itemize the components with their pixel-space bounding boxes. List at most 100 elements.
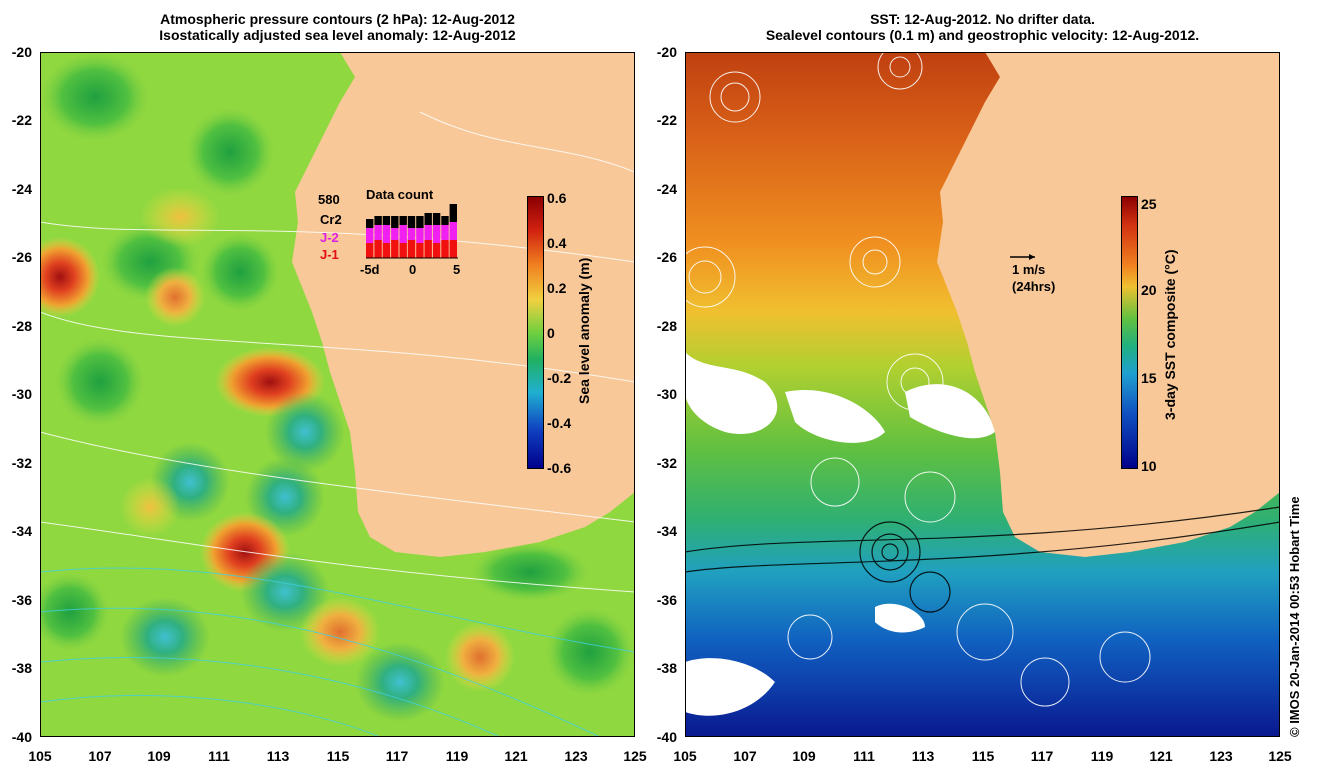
- left-colorbar-label: Sea level anomaly (m): [576, 257, 592, 404]
- left-ytick: -26: [11, 249, 32, 265]
- right-map: [685, 52, 1280, 737]
- left-title-line1: Atmospheric pressure contours (2 hPa): 1…: [160, 11, 515, 27]
- left-title-line2: Isostatically adjusted sea level anomaly…: [159, 27, 516, 43]
- left-ytick: -38: [11, 660, 32, 676]
- left-map: [40, 52, 635, 737]
- left-ytick: -20: [11, 44, 32, 60]
- inset-bar-j1: [416, 243, 424, 258]
- inset-count: 580: [318, 192, 340, 207]
- left-xtick: 121: [504, 748, 528, 764]
- left-cb-tick-0: 0.6: [547, 190, 567, 206]
- right-xtick: 115: [971, 748, 995, 764]
- right-ytick: -36: [656, 592, 677, 608]
- left-cb-tick-4: -0.2: [547, 370, 572, 386]
- copyright-notice: © IMOS 20-Jan-2014 00:53 Hobart Time: [1287, 496, 1302, 737]
- inset-xtick-2: 5: [453, 262, 461, 277]
- inset-bar-cr2: [382, 216, 391, 225]
- left-cb-tick-3: 0: [547, 325, 555, 341]
- right-cb-tick-3: 10: [1141, 458, 1157, 474]
- left-xtick: 107: [88, 748, 112, 764]
- right-colorbar: [1121, 196, 1138, 469]
- right-xtick: 117: [1030, 748, 1054, 764]
- inset-bar-j2: [424, 225, 432, 240]
- inset-bar-j2: [432, 225, 441, 243]
- inset-bar-j1: [382, 243, 391, 258]
- right-ytick: -22: [656, 112, 677, 128]
- left-xtick: 105: [28, 748, 52, 764]
- left-xtick: 119: [445, 748, 469, 764]
- inset-label-j2: J-2: [320, 230, 339, 245]
- velocity-duration: (24hrs): [1012, 279, 1056, 294]
- inset-bar-cr2: [416, 216, 424, 228]
- inset-bar-j1: [407, 240, 416, 258]
- right-ytick: -30: [656, 386, 677, 402]
- inset-bar-j1: [399, 243, 407, 258]
- right-xtick: 119: [1090, 748, 1114, 764]
- inset-bar-j1: [424, 240, 432, 258]
- right-title-line2: Sealevel contours (0.1 m) and geostrophi…: [765, 27, 1200, 43]
- right-ytick: -24: [656, 181, 677, 197]
- right-cb-tick-1: 20: [1141, 282, 1157, 298]
- left-cb-tick-6: -0.6: [547, 460, 572, 476]
- left-xtick: 125: [623, 748, 647, 764]
- left-colorbar: [527, 196, 544, 469]
- inset-label-j1: J-1: [320, 247, 339, 262]
- inset-bar-j2: [407, 228, 416, 240]
- left-ytick: -22: [11, 112, 32, 128]
- inset-xtick-1: 0: [409, 262, 417, 277]
- inset-bar-j2: [366, 228, 374, 243]
- right-xtick: 105: [673, 748, 697, 764]
- left-xtick: 117: [385, 748, 409, 764]
- inset-bar-j2: [399, 225, 407, 243]
- right-xtick: 109: [792, 748, 816, 764]
- right-xtick: 107: [733, 748, 757, 764]
- left-ytick: -40: [11, 729, 32, 745]
- left-ytick: -28: [11, 318, 32, 334]
- inset-bar-cr2: [391, 216, 399, 228]
- inset-bar-j1: [432, 243, 441, 258]
- inset-bar-cr2: [432, 213, 441, 225]
- inset-label-cr2: Cr2: [320, 212, 342, 227]
- inset-bar-j2: [441, 225, 449, 240]
- inset-bar-j2: [374, 225, 382, 240]
- left-xtick: 123: [564, 748, 588, 764]
- right-ytick: -28: [656, 318, 677, 334]
- inset-bar-cr2: [374, 216, 382, 225]
- left-cb-tick-2: 0.2: [547, 280, 567, 296]
- left-xtick: 113: [266, 748, 290, 764]
- inset-bar-j1: [391, 240, 399, 258]
- right-ytick: -40: [656, 729, 677, 745]
- left-ytick: -30: [11, 386, 32, 402]
- right-ytick: -34: [656, 523, 677, 539]
- inset-bar-j2: [449, 222, 457, 240]
- velocity-speed: 1 m/s: [1012, 262, 1046, 277]
- left-cb-tick-1: 0.4: [547, 235, 567, 251]
- right-ytick: -32: [656, 455, 677, 471]
- right-xtick: 123: [1209, 748, 1233, 764]
- right-xtick: 111: [853, 748, 875, 764]
- inset-bar-j1: [441, 240, 449, 258]
- left-cb-tick-5: -0.4: [547, 415, 572, 431]
- right-cb-tick-0: 25: [1141, 196, 1157, 212]
- inset-bar-chart: [366, 204, 458, 259]
- inset-bar-j1: [374, 240, 382, 258]
- inset-bar-j2: [416, 228, 424, 243]
- right-xtick: 121: [1149, 748, 1173, 764]
- left-xtick: 111: [208, 748, 230, 764]
- inset-bar-j1: [449, 240, 457, 258]
- left-ytick: -34: [11, 523, 32, 539]
- inset-bar-cr2: [449, 204, 457, 222]
- right-colorbar-label: 3-day SST composite (°C): [1162, 249, 1178, 420]
- right-ytick: -38: [656, 660, 677, 676]
- inset-bar-j1: [366, 243, 374, 258]
- right-xtick: 125: [1268, 748, 1292, 764]
- left-ytick: -24: [11, 181, 32, 197]
- right-ytick: -20: [656, 44, 677, 60]
- inset-bar-j2: [382, 225, 391, 243]
- inset-title: Data count: [366, 187, 434, 202]
- left-ytick: -32: [11, 455, 32, 471]
- inset-xtick-0: -5d: [360, 262, 380, 277]
- left-xtick: 109: [147, 748, 171, 764]
- inset-bar-cr2: [407, 216, 416, 228]
- inset-bar-cr2: [399, 216, 407, 225]
